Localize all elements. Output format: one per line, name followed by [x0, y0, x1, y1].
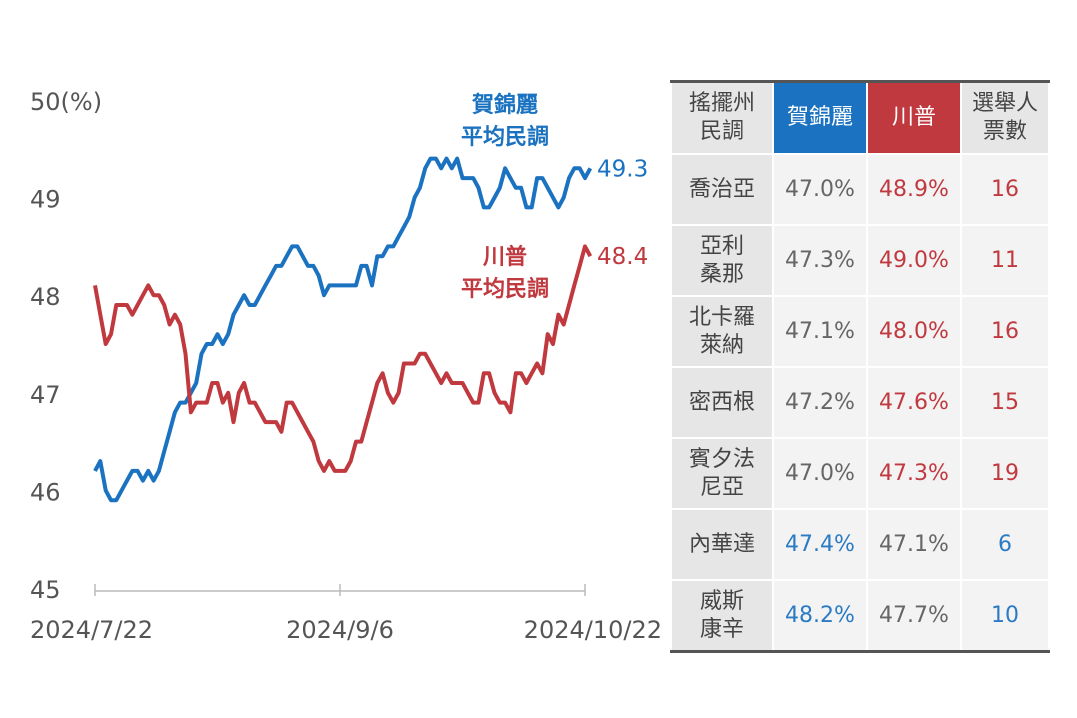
y-tick-label: 47 — [30, 381, 61, 409]
harris-poll-value: 48.2% — [772, 579, 868, 653]
table-row: 北卡羅 萊納 47.1% 48.0% 16 — [670, 295, 1050, 368]
x-tick-label: 2024/10/22 — [524, 616, 662, 644]
x-tick-label: 2024/7/22 — [30, 616, 153, 644]
table-row: 亞利 桑那 47.3% 49.0% 11 — [670, 224, 1050, 297]
header-harris: 賀錦麗 — [772, 80, 868, 155]
state-name: 密西根 — [670, 366, 774, 439]
harris-series-label: 平均民調 — [461, 124, 549, 150]
state-name: 賓夕法 尼亞 — [670, 437, 774, 510]
electoral-votes-value: 16 — [960, 153, 1050, 226]
table-row: 密西根 47.2% 47.6% 15 — [670, 366, 1050, 439]
harris-poll-value: 47.0% — [772, 153, 868, 226]
harris-poll-value: 47.0% — [772, 437, 868, 510]
y-tick-label: 45 — [30, 576, 61, 604]
trump-poll-value: 47.3% — [866, 437, 962, 510]
electoral-votes-value: 11 — [960, 224, 1050, 297]
y-tick-label: 46 — [30, 478, 61, 506]
table-row: 賓夕法 尼亞 47.0% 47.3% 19 — [670, 437, 1050, 510]
y-axis: 50(%) 45 46 47 48 49 — [30, 88, 102, 604]
swing-state-table: 搖擺州 民調 賀錦麗 川普 選舉人 票數 喬治亞 47.0% 48.9% 16 亞利 桑那 47… — [670, 80, 1050, 653]
state-name: 喬治亞 — [670, 153, 774, 226]
trump-poll-value: 47.1% — [866, 508, 962, 581]
y-tick-label: 49 — [30, 186, 61, 214]
electoral-votes-value: 16 — [960, 295, 1050, 368]
trump-series-label: 平均民調 — [461, 276, 549, 302]
table-header-row: 搖擺州 民調 賀錦麗 川普 選舉人 票數 — [670, 80, 1050, 155]
harris-series-line — [93, 156, 593, 503]
electoral-votes-value: 6 — [960, 508, 1050, 581]
harris-series-label: 賀錦麗 — [471, 92, 538, 118]
state-name: 北卡羅 萊納 — [670, 295, 774, 368]
poll-line-chart: 50(%) 45 46 47 48 49 2024/7/22 2024/9/6 2024/10… — [30, 88, 662, 644]
state-name: 威斯 康辛 — [670, 579, 774, 653]
header-state: 搖擺州 民調 — [670, 80, 774, 155]
harris-poll-value: 47.4% — [772, 508, 868, 581]
header-trump: 川普 — [866, 80, 962, 155]
electoral-votes-value: 10 — [960, 579, 1050, 653]
trump-poll-value: 47.6% — [866, 366, 962, 439]
trump-poll-value: 48.9% — [866, 153, 962, 226]
header-electoral-votes: 選舉人 票數 — [960, 80, 1050, 155]
y-tick-label-50: 50(%) — [30, 88, 102, 116]
trump-end-value: 48.4 — [597, 244, 648, 270]
harris-poll-value: 47.3% — [772, 224, 868, 297]
harris-poll-value: 47.1% — [772, 295, 868, 368]
electoral-votes-value: 19 — [960, 437, 1050, 510]
table-row: 內華達 47.4% 47.1% 6 — [670, 508, 1050, 581]
y-tick-label: 48 — [30, 283, 61, 311]
trump-poll-value: 49.0% — [866, 224, 962, 297]
x-axis: 2024/7/22 2024/9/6 2024/10/22 — [30, 584, 662, 644]
trump-series-line — [93, 244, 593, 473]
harris-poll-value: 47.2% — [772, 366, 868, 439]
series-lines — [93, 156, 593, 503]
harris-end-value: 49.3 — [597, 156, 648, 182]
table-row: 威斯 康辛 48.2% 47.7% 10 — [670, 579, 1050, 653]
trump-poll-value: 47.7% — [866, 579, 962, 653]
trump-poll-value: 48.0% — [866, 295, 962, 368]
state-name: 亞利 桑那 — [670, 224, 774, 297]
x-tick-label: 2024/9/6 — [286, 616, 394, 644]
state-name: 內華達 — [670, 508, 774, 581]
trump-series-label: 川普 — [482, 244, 527, 270]
table-row: 喬治亞 47.0% 48.9% 16 — [670, 153, 1050, 226]
electoral-votes-value: 15 — [960, 366, 1050, 439]
